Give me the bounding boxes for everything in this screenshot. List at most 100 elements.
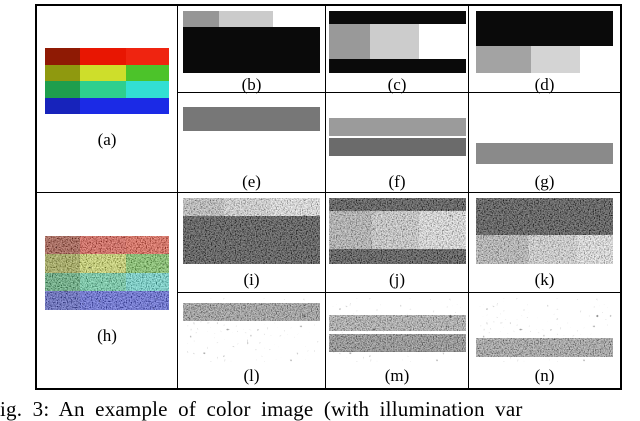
image-block xyxy=(79,48,126,65)
image-block xyxy=(369,24,419,60)
image-block xyxy=(125,291,169,310)
image-block xyxy=(183,11,219,28)
image-block xyxy=(372,211,419,250)
image-block xyxy=(79,81,126,98)
panel-m: (m) xyxy=(325,292,468,388)
panel-e-label: (e) xyxy=(242,172,261,191)
panel-n: (n) xyxy=(468,292,620,388)
image-block xyxy=(476,234,529,264)
image-block xyxy=(328,59,466,73)
panel-d-image xyxy=(476,11,613,73)
panel-i-label: (i) xyxy=(243,270,260,289)
image-block xyxy=(328,249,466,264)
image-block xyxy=(328,198,466,212)
panel-k: (k) xyxy=(468,192,620,292)
panel-g: (g) xyxy=(468,92,620,192)
panel-b-label: (b) xyxy=(241,75,262,94)
image-block xyxy=(125,64,169,81)
panel-c-label: (c) xyxy=(387,75,407,94)
image-block xyxy=(45,64,80,81)
image-block xyxy=(125,81,169,98)
panel-b-image xyxy=(183,11,320,73)
image-block xyxy=(125,254,169,273)
image-block xyxy=(79,291,126,310)
noise-grain-overlay xyxy=(476,337,613,357)
image-block xyxy=(45,254,80,273)
image-block xyxy=(79,235,126,254)
panel-j-image xyxy=(328,198,466,264)
panel-d-label: (d) xyxy=(534,75,555,94)
panel-j-label: (j) xyxy=(388,270,406,289)
image-block xyxy=(45,272,80,291)
image-block xyxy=(418,211,466,250)
figure-caption: ig. 3: An example of color image (with i… xyxy=(0,397,523,421)
image-block xyxy=(218,11,274,28)
panel-l-image xyxy=(183,298,320,362)
image-block xyxy=(328,138,466,157)
image-block xyxy=(45,291,80,310)
panel-h-label: (h) xyxy=(97,325,117,345)
panel-a: (a) xyxy=(37,6,177,192)
image-block xyxy=(183,106,320,132)
image-block xyxy=(45,235,80,254)
image-block xyxy=(476,142,613,165)
panel-n-image xyxy=(476,298,613,362)
panel-k-label: (k) xyxy=(534,270,555,289)
image-block xyxy=(270,198,320,217)
panel-n-label: (n) xyxy=(534,366,555,385)
image-block xyxy=(183,198,225,217)
panel-b: (b) xyxy=(177,6,325,94)
panel-g-image xyxy=(476,98,613,170)
panel-c: (c) xyxy=(325,6,468,94)
image-block xyxy=(328,118,466,137)
image-block xyxy=(328,211,373,250)
panel-c-image xyxy=(328,11,466,73)
image-block xyxy=(125,235,169,254)
noise-grain-overlay xyxy=(183,303,320,322)
image-block xyxy=(476,46,531,73)
noise-grain-overlay xyxy=(328,314,466,331)
panel-h: (h) xyxy=(37,192,177,388)
panel-l-label: (l) xyxy=(243,366,260,385)
panel-h-image xyxy=(45,235,169,310)
image-block xyxy=(328,11,466,25)
image-block xyxy=(79,97,126,114)
panel-g-label: (g) xyxy=(534,172,555,191)
image-block xyxy=(328,314,466,331)
image-block xyxy=(183,216,320,264)
image-block xyxy=(577,234,613,264)
image-block xyxy=(125,48,169,65)
noise-grain-overlay xyxy=(328,334,466,352)
image-block xyxy=(476,337,613,357)
image-block xyxy=(79,272,126,291)
panel-i-image xyxy=(183,198,320,264)
image-block xyxy=(224,198,271,217)
image-block xyxy=(476,11,613,47)
image-block xyxy=(328,24,370,60)
panel-a-image xyxy=(45,48,169,114)
image-block xyxy=(183,27,320,73)
image-block xyxy=(79,64,126,81)
panel-d: (d) xyxy=(468,6,620,94)
panel-j: (j) xyxy=(325,192,468,292)
image-block xyxy=(530,46,581,73)
image-block xyxy=(125,97,169,114)
panel-i: (i) xyxy=(177,192,325,292)
panel-k-image xyxy=(476,198,613,264)
figure-table: (a) (b) (c) (d) (e) (f) (g) (h) xyxy=(35,4,622,390)
panel-f: (f) xyxy=(325,92,468,192)
panel-a-label: (a) xyxy=(97,130,117,149)
image-block xyxy=(125,272,169,291)
panel-l: (l) xyxy=(177,292,325,388)
image-block xyxy=(476,198,613,235)
panel-e-image xyxy=(183,98,320,170)
image-block xyxy=(45,81,80,98)
panel-f-label: (f) xyxy=(388,172,406,191)
panel-e: (e) xyxy=(177,92,325,192)
image-block xyxy=(45,48,80,65)
image-block xyxy=(528,234,578,264)
panel-m-image xyxy=(328,298,466,362)
image-block xyxy=(79,254,126,273)
panel-m-label: (m) xyxy=(384,366,410,385)
